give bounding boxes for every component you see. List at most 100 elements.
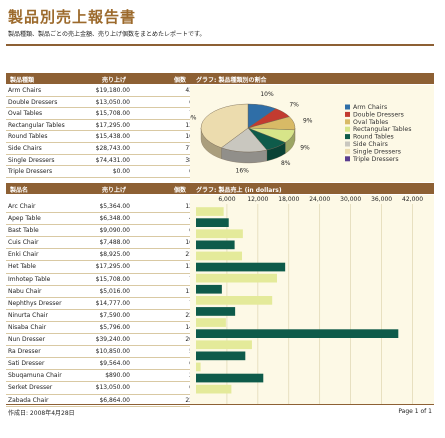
row-sales: $19,180.00 xyxy=(95,87,130,94)
legend-label: Double Dressers xyxy=(353,111,404,118)
table-row: Apep Table$6,348.004 xyxy=(6,213,193,226)
row-name: Rectangular Tables xyxy=(8,121,65,129)
row-name: Cuis Chair xyxy=(8,239,39,247)
header-category: 製品種類 xyxy=(10,77,35,84)
legend-label: Rectangular Tables xyxy=(353,126,411,133)
row-sales: $7,590.00 xyxy=(99,311,130,319)
product-table: Arc Chair$5,364.0012Apep Table$6,348.004… xyxy=(6,201,193,407)
row-name: Triple Dressers xyxy=(8,168,53,176)
row-sales: $15,708.00 xyxy=(95,110,130,118)
row-name: Single Dressers xyxy=(8,156,55,164)
legend-label: Round Tables xyxy=(353,134,394,141)
row-name: Oval Tables xyxy=(8,110,43,118)
bar xyxy=(196,240,235,250)
category-table: Arm Chairs $19,180.00 43 Double Dressers $13… xyxy=(6,85,193,178)
table-row: Bast Table$9,090.006 xyxy=(6,225,193,238)
row-name: Side Chairs xyxy=(8,144,42,152)
legend-label: Single Dressers xyxy=(353,148,401,155)
row-sales: $13,050.00 xyxy=(95,98,130,106)
row-name: Imhotep Table xyxy=(8,275,51,283)
legend-label: Arm Chairs xyxy=(353,104,387,111)
row-count: 13 xyxy=(185,122,193,129)
row-sales: $8,925.00 xyxy=(99,251,130,259)
row-count: 21 xyxy=(185,251,193,258)
table-row: Single Dressers $74,431.00 38 xyxy=(6,155,193,167)
report-subtitle: 製品種類、製品ごとの売上金額、売り上げ個数をまとめたレポートです。 xyxy=(8,31,206,38)
row-sales: $5,364.00 xyxy=(99,203,130,210)
bar xyxy=(196,251,243,261)
pie-percent-label: 10% xyxy=(260,91,274,98)
bar xyxy=(196,262,286,272)
pie-slice xyxy=(220,127,268,153)
row-sales: $6,348.00 xyxy=(99,215,130,223)
row-count: 22 xyxy=(185,312,193,319)
row-name: Enki Chair xyxy=(8,251,39,259)
row-count: 43 xyxy=(185,87,193,94)
bar xyxy=(196,318,226,327)
row-count: 77 xyxy=(185,145,193,152)
bar xyxy=(196,340,252,350)
row-count: 12 xyxy=(185,203,193,210)
table-row: Imhotep Table$15,708.007 xyxy=(6,274,193,286)
x-tick-label: 42,000 xyxy=(402,196,423,203)
row-name: Nisaba Chair xyxy=(8,323,47,331)
x-tick-label: 6,000 xyxy=(218,196,235,203)
header-sales: 売り上げ xyxy=(102,77,127,84)
category-table-header: 製品種類 売り上げ 個数 グラフ: 製品種類別の割合 xyxy=(6,73,434,84)
legend-swatch xyxy=(345,126,350,132)
bar xyxy=(196,362,201,372)
table-row: Sati Dresser$9,564.006 xyxy=(6,358,193,371)
row-sales: $15,708.00 xyxy=(95,275,130,283)
table-row: Triple Dressers$0.000 xyxy=(6,166,193,178)
row-sales: $13,050.00 xyxy=(95,384,130,392)
row-count: 10 xyxy=(185,133,193,140)
x-tick-label: 12,000 xyxy=(247,196,268,203)
pie-percent-label: 8% xyxy=(281,160,291,167)
pie-slice xyxy=(200,103,249,148)
legend-swatch xyxy=(345,119,350,125)
row-sales: $7,488.00 xyxy=(99,239,130,247)
table-row: Nun Dresser $39,240.00 20 xyxy=(6,334,193,347)
table-row: Sbuqamuna Chair$890.002 xyxy=(6,370,193,383)
table-row: Nabu Chair $5,016.00 11 xyxy=(6,286,193,298)
bar xyxy=(196,218,229,227)
header-count-2: 個数 xyxy=(174,187,187,194)
header-sales-2: 売り上げ xyxy=(102,187,127,194)
table-row: Rectangular Tables $17,295.00 13 xyxy=(6,120,193,132)
row-name: Serket Dresser xyxy=(8,384,53,392)
table-row: Ninurta Chair $7,590.00 22 xyxy=(6,310,193,322)
row-sales: $5,016.00 xyxy=(99,287,130,295)
bar-chart: 6,000 12,000 18,000 24,000 30,000 36,000 42,00… xyxy=(196,196,423,404)
table-row: Serket Dresser$13,050.006 xyxy=(6,382,193,395)
bar xyxy=(196,207,224,216)
legend-label: Triple Dressers xyxy=(352,156,399,163)
table-row: Het Table $17,295.00 13 xyxy=(6,261,193,274)
row-sales: $17,295.00 xyxy=(95,263,130,271)
table-row: Side Chairs $28,743.00 77 xyxy=(6,143,193,155)
legend-label: Side Chairs xyxy=(353,141,388,148)
legend-swatch xyxy=(345,104,350,110)
row-name: Ninurta Chair xyxy=(8,311,48,319)
bar xyxy=(196,329,399,338)
bar xyxy=(196,384,232,394)
legend-swatch xyxy=(345,156,350,162)
row-sales: $0.00 xyxy=(112,168,130,176)
table-row: Oval Tables$15,708.007 xyxy=(6,108,193,120)
header-bar-chart: グラフ: 製品売上 (in dollars) xyxy=(196,187,282,194)
bar xyxy=(196,307,236,316)
row-sales: $17,295.00 xyxy=(95,121,130,129)
row-count: 16 xyxy=(185,239,193,246)
table-row: Nephthys Dresser$14,777.007 xyxy=(6,298,193,310)
bar-chart-panel: 6,000 12,000 18,000 24,000 30,000 36,000 42,00… xyxy=(190,195,434,405)
row-count: 13 xyxy=(185,263,193,270)
table-row: Arc Chair $5,364.00 12 xyxy=(6,201,193,214)
row-name: Nephthys Dresser xyxy=(8,299,62,307)
row-sales: $10,850.00 xyxy=(95,348,130,356)
row-name: Arc Chair xyxy=(8,203,36,210)
row-count: 22 xyxy=(185,397,193,404)
pie-percent-label: 9% xyxy=(303,118,313,125)
row-sales: $14,777.00 xyxy=(95,299,130,307)
row-name: Apep Table xyxy=(8,215,41,223)
